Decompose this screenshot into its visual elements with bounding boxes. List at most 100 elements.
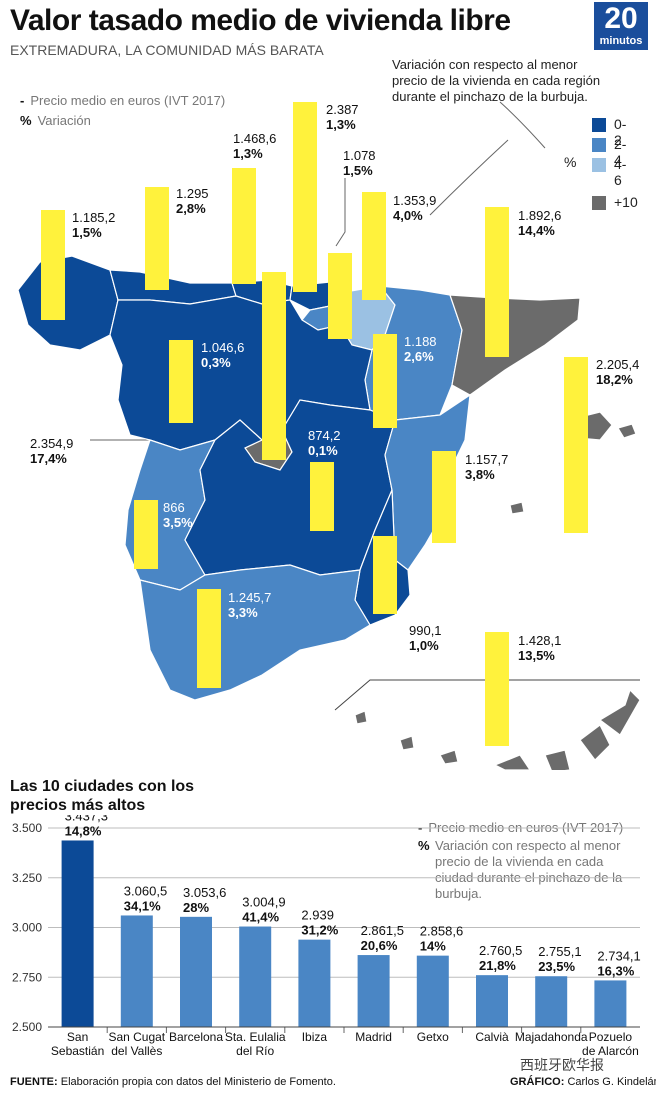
city-bar — [239, 926, 272, 1027]
region-cataluna — [449, 294, 581, 396]
x-tick-label: Madrid — [355, 1030, 392, 1044]
bar-value-label: 3.060,5 — [124, 883, 167, 898]
bar-madrid — [262, 272, 286, 460]
footer-source: FUENTE: Elaboración propia con datos del… — [10, 1076, 336, 1088]
brand-logo: 20 minutos — [594, 2, 648, 50]
bar-galicia — [41, 210, 65, 320]
bar-canarias — [485, 632, 509, 746]
bar-variation-label: 41,4% — [242, 910, 279, 925]
bar-aragon — [373, 334, 397, 428]
bar-cantabria — [232, 168, 256, 284]
bar-variation-label: 20,6% — [361, 938, 398, 953]
bar-variation-label: 23,5% — [538, 959, 575, 974]
label-galicia: 1.185,2 1,5% — [72, 210, 116, 240]
region-baleares-ibiza — [509, 501, 525, 515]
city-bar — [535, 976, 568, 1027]
map-legend-note: Variación con respecto al menor precio d… — [392, 57, 601, 104]
spain-map — [17, 101, 641, 770]
region-canarias-6 — [399, 735, 415, 751]
bar-value-label: 3.437,3 — [65, 815, 108, 823]
bar-value-label: 2.755,1 — [538, 944, 581, 959]
bar-value-label: 3.004,9 — [242, 895, 285, 910]
page-subtitle: EXTREMADURA, LA COMUNIDAD MÁS BARATA — [10, 42, 324, 58]
scale-label-0: 0-2 — [614, 116, 627, 148]
region-canarias-2 — [579, 724, 611, 761]
x-tick-label: Barcelona — [169, 1030, 223, 1044]
bar-variation-label: 14% — [420, 939, 446, 954]
canarias-frame — [334, 679, 640, 711]
bar-variation-label: 14,8% — [65, 823, 102, 838]
city-bar-chart: 2.500 2.750 3.000 3.250 3.500 3.437,314,8% San… — [12, 815, 641, 1058]
scale-swatch-1 — [592, 138, 606, 152]
map-bars — [41, 102, 588, 746]
bar-variation-label: 21,8% — [479, 958, 516, 973]
y-tick-label: 2.500 — [12, 1020, 42, 1034]
bar-variation-label: 31,2% — [301, 923, 338, 938]
footer-credit: GRÁFICO: Carlos G. Kindelán — [510, 1076, 656, 1088]
region-canarias-5 — [439, 749, 459, 765]
label-baleares: 2.205,4 18,2% — [596, 357, 640, 387]
x-tick-label: Sta. Eulalia — [225, 1030, 286, 1044]
x-tick-label: Majadahonda — [515, 1030, 588, 1044]
region-baleares-menorca — [617, 423, 637, 439]
bar-baleares — [564, 357, 588, 533]
label-cataluna: 1.892,6 14,4% — [518, 208, 562, 238]
bar-rioja — [362, 192, 386, 300]
scale-label-2: 4-6 — [614, 156, 627, 188]
label-murcia: 990,1 1,0% — [409, 623, 442, 653]
bar-castilla-leon — [169, 340, 193, 423]
label-rioja: 1.353,9 4,0% — [393, 193, 437, 223]
region-canarias-3 — [544, 749, 571, 770]
label-valencia: 1.157,7 3,8% — [465, 452, 509, 482]
city-bar — [61, 840, 94, 1027]
region-canarias-7 — [354, 710, 368, 725]
city-bar — [180, 916, 212, 1027]
cities-title: Las 10 ciudades con los precios más alto… — [10, 778, 195, 814]
bar-asturias — [145, 187, 169, 290]
region-canarias-4 — [493, 754, 531, 770]
city-bar — [476, 975, 508, 1027]
label-extremadura: 866 3,5% — [163, 500, 193, 530]
map-regions — [17, 255, 641, 770]
y-tick-label: 2.750 — [12, 970, 42, 984]
x-tick-label: Calvià — [475, 1030, 509, 1044]
logo-number: 20 — [604, 2, 638, 35]
label-asturias: 1.295 2,8% — [176, 186, 209, 216]
bar-extremadura — [134, 500, 158, 569]
bar-pais-vasco — [293, 102, 317, 292]
scale-swatch-2 — [592, 158, 606, 172]
bar-andalucia — [197, 589, 221, 688]
x-tick-label: del Río — [236, 1044, 274, 1058]
scale-swatch-0 — [592, 118, 606, 132]
watermark-text: 西班牙欧华报 — [520, 1057, 604, 1073]
bar-value-label: 2.760,5 — [479, 943, 522, 958]
x-tick-label: Sebastián — [51, 1044, 104, 1058]
bar-value-label: 2.858,6 — [420, 924, 463, 939]
x-tick-label: del Vallès — [111, 1044, 162, 1058]
x-tick-label: San — [67, 1030, 88, 1044]
label-navarra: 1.078 1,5% — [343, 148, 376, 178]
city-bar — [357, 955, 390, 1027]
bar-value-label: 2.734,1 — [597, 948, 640, 963]
logo-word: minutos — [599, 35, 643, 47]
x-tick-label: Ibiza — [302, 1030, 328, 1044]
label-pais-vasco: 2.387 1,3% — [326, 102, 359, 132]
region-canarias-1 — [598, 688, 641, 736]
x-tick-label: Getxo — [417, 1030, 449, 1044]
page-title: Valor tasado medio de vivienda libre — [10, 4, 511, 37]
label-andalucia: 1.245,7 3,3% — [228, 590, 272, 620]
bar-cataluna — [485, 207, 509, 357]
city-bar — [120, 915, 153, 1027]
label-cantabria: 1.468,6 1,3% — [233, 131, 277, 161]
bar-value-label: 2.861,5 — [361, 923, 404, 938]
bar-variation-label: 28% — [183, 900, 209, 915]
bar-variation-label: 34,1% — [124, 898, 161, 913]
bar-variation-label: 16,3% — [597, 963, 634, 978]
bar-navarra — [328, 253, 352, 339]
x-tick-label: Pozuelo — [589, 1030, 633, 1044]
scale-swatch-3 — [592, 196, 606, 210]
scale-label-1: 2-4 — [614, 136, 627, 168]
label-castilla-la-mancha: 874,2 0,1% — [308, 428, 341, 458]
scale-label-3: +10 — [614, 194, 638, 210]
map-legend-percent: % — [564, 154, 577, 170]
